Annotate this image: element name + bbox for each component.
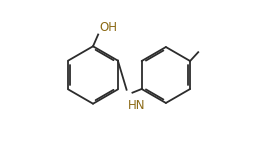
Text: OH: OH <box>100 21 118 34</box>
Text: HN: HN <box>128 99 146 112</box>
